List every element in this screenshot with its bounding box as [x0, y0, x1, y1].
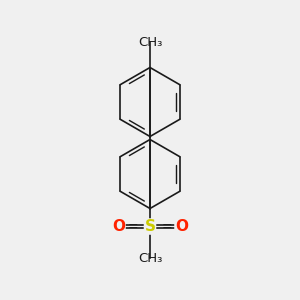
Text: O: O	[175, 219, 188, 234]
Text: =: =	[128, 220, 138, 233]
Text: =: =	[162, 220, 172, 233]
Text: S: S	[145, 219, 155, 234]
Text: CH₃: CH₃	[138, 35, 162, 49]
Text: CH₃: CH₃	[138, 251, 162, 265]
Text: O: O	[112, 219, 125, 234]
